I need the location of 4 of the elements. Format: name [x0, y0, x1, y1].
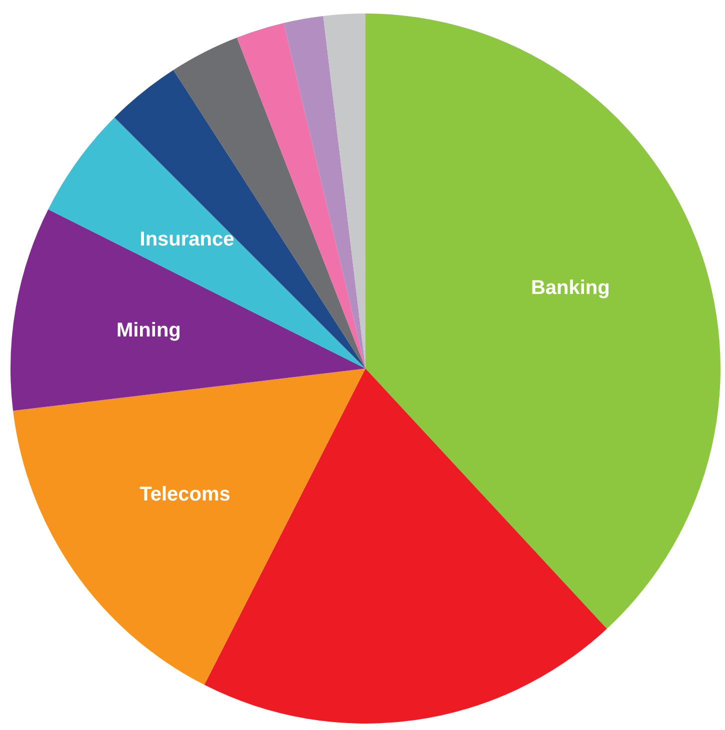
slice-label: Banking [530, 277, 610, 300]
slice-label: Mining [116, 320, 181, 342]
slice-label: Insurance [140, 228, 234, 251]
slice-label: Telecoms [140, 483, 230, 506]
